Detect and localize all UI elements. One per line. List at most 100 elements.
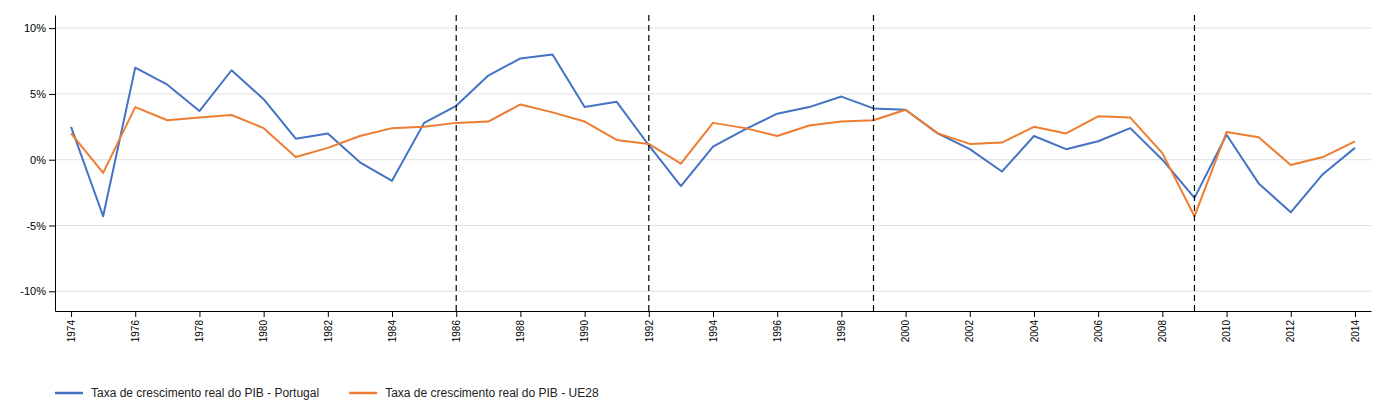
legend: Taxa de crescimento real do PIB - Portug… [55, 386, 599, 400]
x-tick: 2006 [1093, 311, 1104, 342]
x-tick: 2002 [964, 311, 975, 342]
grid-line [55, 291, 1371, 292]
reference-line [1194, 15, 1195, 311]
x-tick-mark [970, 311, 971, 317]
x-tick-mark [1098, 311, 1099, 317]
chart: -10%-5%0%5%10%19741976197819801982198419… [0, 0, 1391, 411]
plot-area [71, 15, 1355, 311]
x-tick-label: 1998 [836, 320, 847, 343]
x-tick: 2010 [1221, 311, 1232, 342]
series-line [71, 54, 1355, 216]
x-tick-label: 1994 [708, 320, 719, 343]
reference-line [873, 15, 874, 311]
x-tick-label: 1984 [387, 320, 398, 343]
y-axis: -10% -5% 0% 5% 10% [20, 16, 55, 312]
x-tick: 1978 [194, 311, 205, 342]
x-tick-label: 1982 [323, 320, 334, 343]
y-tick: 0% [30, 154, 55, 166]
x-tick-mark [328, 311, 329, 317]
y-tick-label: 0% [30, 154, 46, 166]
legend-swatch [349, 392, 377, 395]
y-tick-mark [49, 94, 55, 95]
y-tick-mark [49, 28, 55, 29]
x-tick-label: 2008 [1157, 320, 1168, 343]
reference-line [648, 15, 649, 311]
x-tick-mark [1162, 311, 1163, 317]
y-tick-label: -5% [26, 220, 46, 232]
x-tick-label: 1990 [579, 320, 590, 343]
x-tick: 1990 [579, 311, 590, 342]
x-tick-label: 1988 [515, 320, 526, 343]
y-tick: 5% [30, 88, 55, 100]
grid-line [55, 28, 1371, 29]
x-tick-mark [264, 311, 265, 317]
x-tick-mark [520, 311, 521, 317]
y-tick: -10% [20, 285, 55, 297]
x-tick: 1994 [708, 311, 719, 342]
legend-item: Taxa de crescimento real do PIB - Portug… [55, 386, 319, 400]
x-tick-mark [585, 311, 586, 317]
x-tick: 1980 [258, 311, 269, 342]
x-tick-mark [392, 311, 393, 317]
y-tick-mark [49, 160, 55, 161]
y-tick-mark [49, 291, 55, 292]
x-tick-label: 1980 [258, 320, 269, 343]
legend-label: Taxa de crescimento real do PIB - UE28 [385, 386, 599, 400]
x-tick-label: 1976 [130, 320, 141, 343]
x-tick: 2012 [1285, 311, 1296, 342]
x-tick-mark [777, 311, 778, 317]
grid-line [55, 159, 1371, 160]
y-tick: -5% [26, 220, 55, 232]
x-tick-label: 2006 [1093, 320, 1104, 343]
x-tick: 1996 [772, 311, 783, 342]
x-tick-mark [1291, 311, 1292, 317]
x-tick: 1984 [387, 311, 398, 342]
x-tick-label: 2014 [1350, 320, 1361, 343]
y-tick-mark [49, 225, 55, 226]
x-tick-label: 2010 [1221, 320, 1232, 343]
reference-line [456, 15, 457, 311]
x-tick-mark [1227, 311, 1228, 317]
x-tick: 2004 [1029, 311, 1040, 342]
x-tick-mark [649, 311, 650, 317]
y-tick-label: 5% [30, 88, 46, 100]
x-tick: 1992 [644, 311, 655, 342]
x-tick: 1974 [66, 311, 77, 342]
x-tick: 2008 [1157, 311, 1168, 342]
x-tick: 1986 [451, 311, 462, 342]
x-tick-mark [199, 311, 200, 317]
y-axis-line [55, 16, 56, 312]
x-tick-label: 1978 [194, 320, 205, 343]
x-tick-mark [456, 311, 457, 317]
legend-item: Taxa de crescimento real do PIB - UE28 [349, 386, 599, 400]
grid-line [55, 93, 1371, 94]
x-tick: 2014 [1350, 311, 1361, 342]
x-tick: 1982 [323, 311, 334, 342]
y-tick-label: -10% [20, 285, 46, 297]
x-tick-label: 1974 [66, 320, 77, 343]
x-tick-mark [71, 311, 72, 317]
x-tick-label: 2004 [1029, 320, 1040, 343]
grid [55, 28, 1371, 291]
x-tick-label: 1992 [644, 320, 655, 343]
legend-swatch [55, 392, 83, 395]
y-tick: 10% [24, 22, 55, 34]
y-tick-label: 10% [24, 22, 46, 34]
x-tick-mark [1034, 311, 1035, 317]
legend-label: Taxa de crescimento real do PIB - Portug… [91, 386, 319, 400]
x-tick-label: 2000 [900, 320, 911, 343]
grid-line [55, 225, 1371, 226]
x-tick-mark [906, 311, 907, 317]
x-tick-label: 2002 [964, 320, 975, 343]
x-tick-label: 1996 [772, 320, 783, 343]
x-tick: 1998 [836, 311, 847, 342]
x-tick-mark [1355, 311, 1356, 317]
x-tick: 1988 [515, 311, 526, 342]
series-line [71, 104, 1355, 216]
x-tick-mark [713, 311, 714, 317]
x-tick-mark [841, 311, 842, 317]
x-axis: 1974 1976 1978 1980 1982 1984 1986 1988 1990 1992… [56, 311, 1372, 342]
x-tick: 2000 [900, 311, 911, 342]
x-tick-label: 1986 [451, 320, 462, 343]
x-tick: 1976 [130, 311, 141, 342]
